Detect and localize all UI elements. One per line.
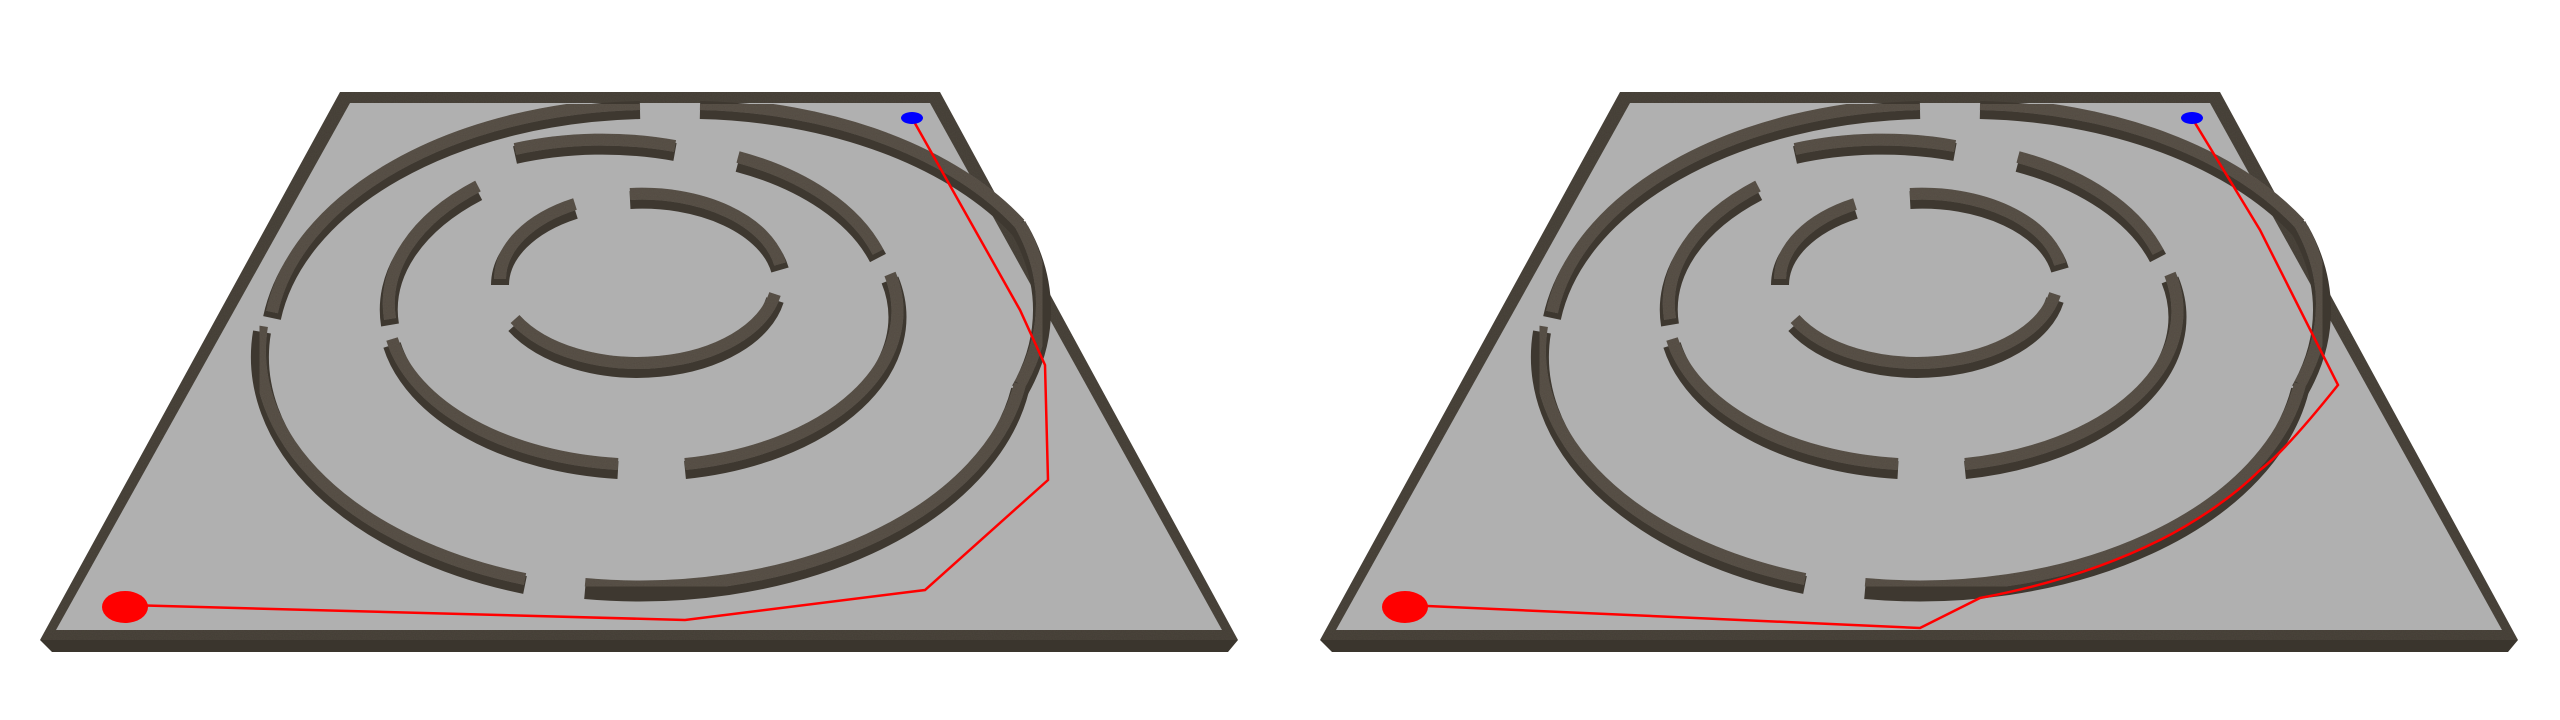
maze-panel-right: [1320, 92, 2518, 652]
goal-marker: [901, 112, 923, 124]
maze-panel-left: [40, 92, 1238, 652]
goal-marker: [2181, 112, 2203, 124]
maze-frame-side: [1320, 640, 2518, 652]
start-marker: [1382, 591, 1428, 623]
start-marker: [102, 591, 148, 623]
maze-frame-side: [40, 640, 1238, 652]
maze-walls: [1530, 98, 2331, 602]
path-line: [1404, 117, 2340, 630]
path-line: [124, 117, 1050, 622]
maze-walls: [250, 98, 1051, 602]
